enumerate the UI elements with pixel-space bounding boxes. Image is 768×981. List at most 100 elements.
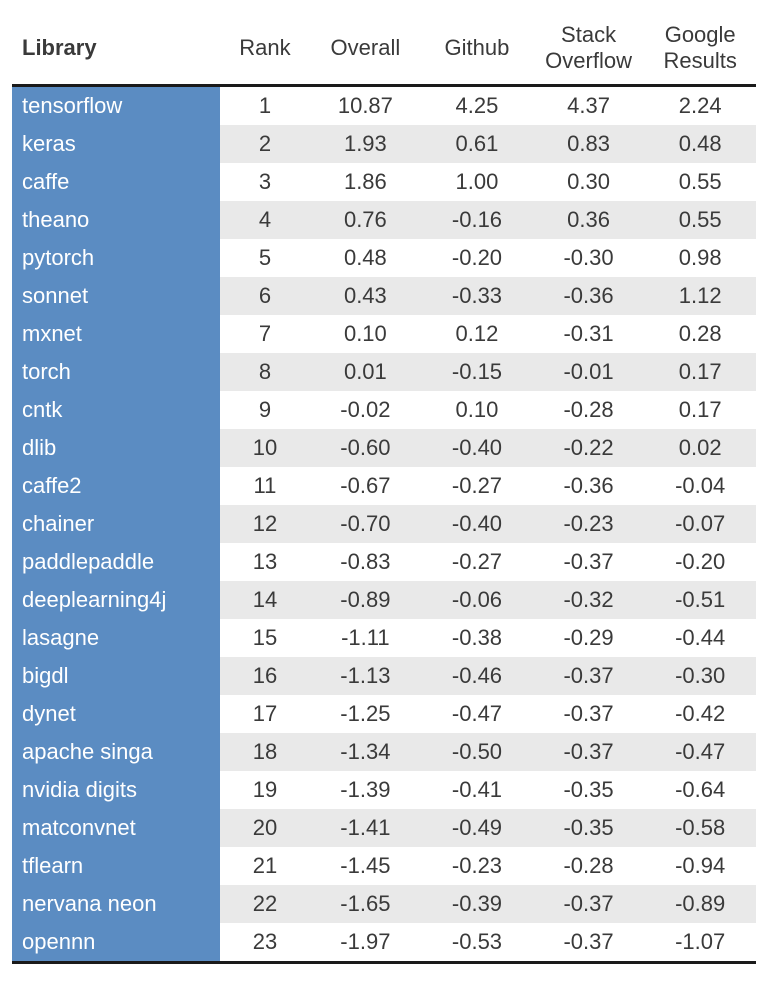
value-cell: -0.36 — [533, 277, 645, 315]
value-cell: -0.06 — [421, 581, 533, 619]
table-row: pytorch50.48-0.20-0.300.98 — [12, 239, 756, 277]
value-cell: -0.01 — [533, 353, 645, 391]
table-row: theano40.76-0.160.360.55 — [12, 201, 756, 239]
value-cell: 12 — [220, 505, 309, 543]
value-cell: -0.50 — [421, 733, 533, 771]
value-cell: -0.28 — [533, 847, 645, 885]
value-cell: -0.64 — [644, 771, 756, 809]
table-body: tensorflow110.874.254.372.24keras21.930.… — [12, 86, 756, 963]
value-cell: 14 — [220, 581, 309, 619]
library-cell: cntk — [12, 391, 220, 429]
library-ranking-table: Library Rank Overall Github Stack Overfl… — [12, 12, 756, 964]
value-cell: -0.16 — [421, 201, 533, 239]
value-cell: 1.86 — [310, 163, 422, 201]
table-row: dlib10-0.60-0.40-0.220.02 — [12, 429, 756, 467]
value-cell: -0.41 — [421, 771, 533, 809]
library-cell: bigdl — [12, 657, 220, 695]
value-cell: 10 — [220, 429, 309, 467]
table-row: opennn23-1.97-0.53-0.37-1.07 — [12, 923, 756, 963]
value-cell: -0.37 — [533, 923, 645, 963]
col-header-google: Google Results — [644, 12, 756, 86]
library-cell: opennn — [12, 923, 220, 963]
value-cell: -1.25 — [310, 695, 422, 733]
value-cell: 10.87 — [310, 86, 422, 126]
value-cell: -0.20 — [421, 239, 533, 277]
library-cell: tflearn — [12, 847, 220, 885]
value-cell: 0.30 — [533, 163, 645, 201]
value-cell: 19 — [220, 771, 309, 809]
table-row: dynet17-1.25-0.47-0.37-0.42 — [12, 695, 756, 733]
value-cell: -1.39 — [310, 771, 422, 809]
value-cell: -0.40 — [421, 429, 533, 467]
library-cell: deeplearning4j — [12, 581, 220, 619]
table-header-row: Library Rank Overall Github Stack Overfl… — [12, 12, 756, 86]
value-cell: -0.27 — [421, 543, 533, 581]
value-cell: 0.28 — [644, 315, 756, 353]
value-cell: 18 — [220, 733, 309, 771]
value-cell: 0.55 — [644, 201, 756, 239]
value-cell: 0.17 — [644, 353, 756, 391]
library-cell: pytorch — [12, 239, 220, 277]
col-header-library: Library — [12, 12, 220, 86]
value-cell: -0.47 — [421, 695, 533, 733]
value-cell: -0.31 — [533, 315, 645, 353]
value-cell: 0.36 — [533, 201, 645, 239]
table-row: caffe211-0.67-0.27-0.36-0.04 — [12, 467, 756, 505]
value-cell: -0.37 — [533, 885, 645, 923]
value-cell: 0.17 — [644, 391, 756, 429]
table-row: nvidia digits19-1.39-0.41-0.35-0.64 — [12, 771, 756, 809]
value-cell: -0.49 — [421, 809, 533, 847]
library-cell: mxnet — [12, 315, 220, 353]
table-row: matconvnet20-1.41-0.49-0.35-0.58 — [12, 809, 756, 847]
value-cell: 4.37 — [533, 86, 645, 126]
library-cell: caffe — [12, 163, 220, 201]
value-cell: -1.45 — [310, 847, 422, 885]
value-cell: 3 — [220, 163, 309, 201]
value-cell: 0.61 — [421, 125, 533, 163]
value-cell: -0.32 — [533, 581, 645, 619]
value-cell: -0.30 — [533, 239, 645, 277]
library-cell: chainer — [12, 505, 220, 543]
value-cell: 0.01 — [310, 353, 422, 391]
table-row: chainer12-0.70-0.40-0.23-0.07 — [12, 505, 756, 543]
library-cell: paddlepaddle — [12, 543, 220, 581]
value-cell: 0.98 — [644, 239, 756, 277]
value-cell: -1.07 — [644, 923, 756, 963]
value-cell: -0.30 — [644, 657, 756, 695]
value-cell: 17 — [220, 695, 309, 733]
library-cell: caffe2 — [12, 467, 220, 505]
value-cell: 0.12 — [421, 315, 533, 353]
value-cell: -0.04 — [644, 467, 756, 505]
value-cell: 0.43 — [310, 277, 422, 315]
value-cell: 8 — [220, 353, 309, 391]
table-row: tflearn21-1.45-0.23-0.28-0.94 — [12, 847, 756, 885]
value-cell: -0.33 — [421, 277, 533, 315]
library-cell: theano — [12, 201, 220, 239]
value-cell: -1.97 — [310, 923, 422, 963]
value-cell: -0.37 — [533, 657, 645, 695]
value-cell: -0.89 — [644, 885, 756, 923]
library-cell: matconvnet — [12, 809, 220, 847]
value-cell: -0.37 — [533, 695, 645, 733]
value-cell: -0.37 — [533, 543, 645, 581]
value-cell: -1.65 — [310, 885, 422, 923]
value-cell: -0.27 — [421, 467, 533, 505]
table-row: keras21.930.610.830.48 — [12, 125, 756, 163]
col-header-github: Github — [421, 12, 533, 86]
col-header-stack-line2: Overflow — [545, 48, 632, 73]
value-cell: -0.70 — [310, 505, 422, 543]
value-cell: -0.39 — [421, 885, 533, 923]
value-cell: 1.93 — [310, 125, 422, 163]
value-cell: 4 — [220, 201, 309, 239]
library-cell: lasagne — [12, 619, 220, 657]
value-cell: -0.94 — [644, 847, 756, 885]
value-cell: -0.58 — [644, 809, 756, 847]
value-cell: 11 — [220, 467, 309, 505]
value-cell: -0.20 — [644, 543, 756, 581]
col-header-stack-line1: Stack — [561, 22, 616, 47]
value-cell: -1.41 — [310, 809, 422, 847]
table-row: tensorflow110.874.254.372.24 — [12, 86, 756, 126]
value-cell: -0.47 — [644, 733, 756, 771]
value-cell: -0.07 — [644, 505, 756, 543]
library-cell: keras — [12, 125, 220, 163]
